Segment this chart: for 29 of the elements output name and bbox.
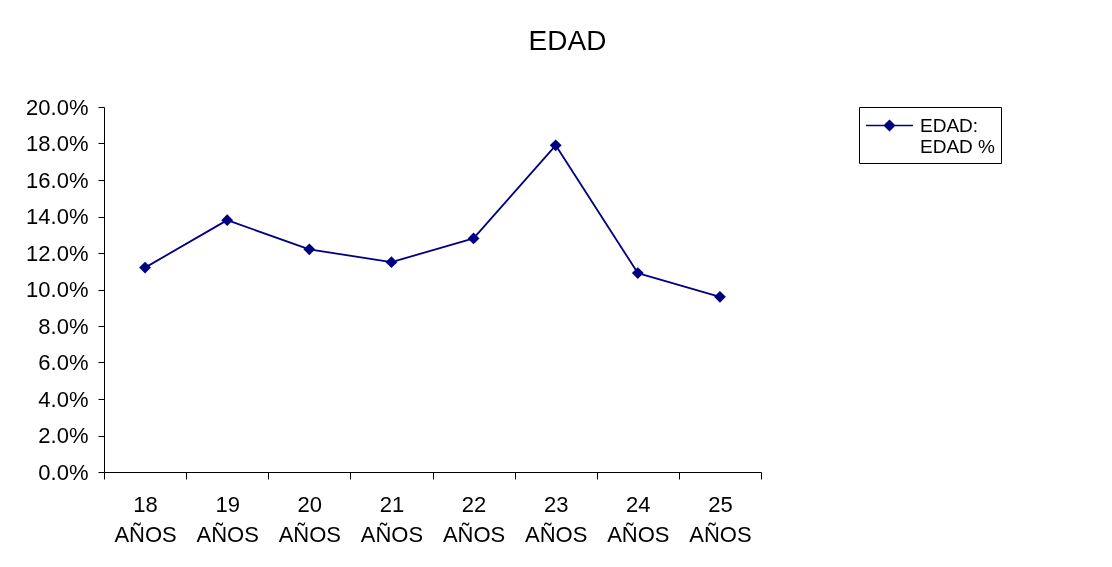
y-tick-label: 0.0% <box>38 459 89 485</box>
y-tick-label: 14.0% <box>26 204 89 229</box>
y-tick-label: 12.0% <box>26 240 89 266</box>
x-tick-label: 24 AÑOS <box>607 491 670 547</box>
x-tick-label: 22 AÑOS <box>442 491 506 547</box>
point <box>385 256 398 269</box>
x-tick-label: 18 AÑOS <box>114 491 177 547</box>
y-tick-label: 18.0% <box>26 131 89 156</box>
point <box>303 243 316 256</box>
point <box>467 232 480 245</box>
y-tick-label: 6.0% <box>38 350 89 375</box>
x-tick-label: 21 AÑOS <box>360 491 424 547</box>
point <box>549 139 562 152</box>
legend-label: EDAD: EDAD % <box>920 114 996 157</box>
y-tick-label: 10.0% <box>26 277 89 302</box>
point <box>221 214 234 227</box>
y-tick-label: 20.0% <box>26 94 89 120</box>
x-tick-label: 25 AÑOS <box>689 491 752 547</box>
chart-title: EDAD <box>528 25 607 56</box>
y-tick-label: 4.0% <box>38 386 89 412</box>
y-tick-label: 2.0% <box>38 423 89 448</box>
x-tick-label: 19 AÑOS <box>196 491 259 547</box>
x-tick-label: 23 AÑOS <box>525 491 588 547</box>
point <box>714 290 726 303</box>
y-tick-label: 16.0% <box>26 167 89 193</box>
point <box>631 267 644 279</box>
point <box>139 261 151 274</box>
x-tick-label: 20 AÑOS <box>278 491 341 547</box>
y-tick-label: 8.0% <box>38 313 89 339</box>
